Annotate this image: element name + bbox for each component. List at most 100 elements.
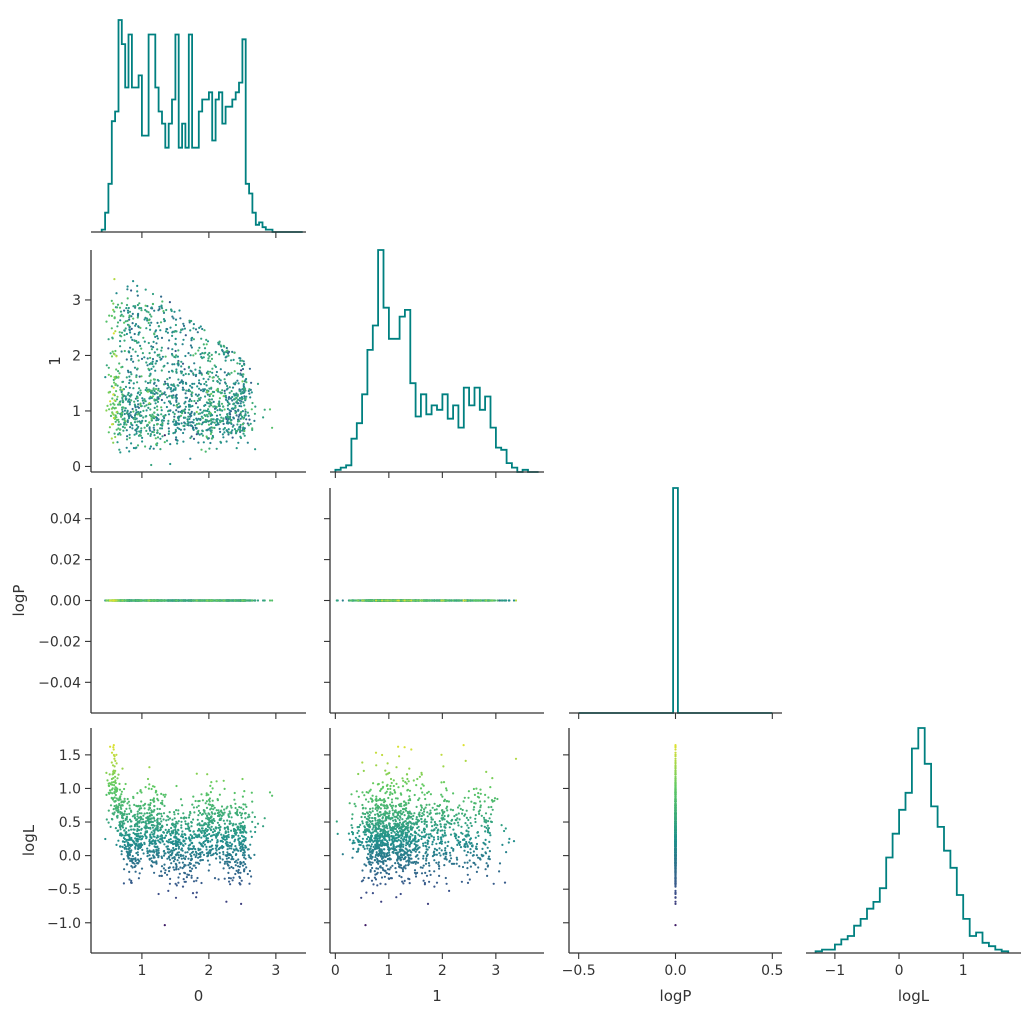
- scatter-point: [156, 337, 159, 340]
- scatter-point: [182, 854, 185, 857]
- scatter-point: [189, 847, 192, 851]
- scatter-point: [185, 389, 188, 392]
- scatter-point: [174, 337, 177, 340]
- scatter-point: [168, 301, 171, 304]
- scatter-point: [224, 359, 227, 362]
- scatter-point: [135, 417, 138, 420]
- scatter-point: [156, 392, 159, 395]
- scatter-point: [173, 423, 176, 426]
- scatter-point: [157, 892, 160, 896]
- scatter-point: [166, 396, 169, 399]
- scatter-point: [228, 396, 231, 399]
- scatter-point: [187, 352, 190, 355]
- scatter-point: [232, 382, 235, 385]
- scatter-point: [129, 371, 132, 374]
- scatter-point: [194, 850, 197, 854]
- scatter-point: [188, 321, 191, 324]
- scatter-point: [126, 409, 129, 412]
- scatter-point: [174, 882, 177, 885]
- scatter-point: [219, 430, 222, 433]
- scatter-point: [207, 851, 210, 854]
- scatter-point: [235, 869, 238, 872]
- scatter-point: [175, 423, 178, 426]
- scatter-point: [132, 410, 135, 413]
- scatter-point: [205, 401, 208, 404]
- scatter-point: [206, 599, 209, 602]
- scatter-point: [152, 346, 155, 349]
- scatter-point: [230, 371, 233, 374]
- scatter-point: [137, 877, 140, 880]
- scatter-point: [145, 409, 148, 412]
- scatter-point: [185, 382, 188, 385]
- scatter-point: [254, 448, 257, 451]
- scatter-point: [174, 396, 177, 399]
- scatter-point: [181, 382, 184, 385]
- scatter-point: [160, 398, 163, 402]
- scatter-point: [248, 388, 251, 391]
- scatter-point: [462, 599, 465, 602]
- scatter-point: [211, 847, 214, 851]
- scatter-point: [151, 599, 155, 602]
- scatter-point: [131, 312, 134, 315]
- scatter-point: [134, 857, 137, 860]
- scatter-point: [147, 321, 150, 325]
- scatter-point: [193, 853, 196, 856]
- scatter-point: [120, 390, 123, 394]
- scatter-point: [205, 845, 208, 849]
- scatter-point: [244, 863, 247, 866]
- scatter-point: [112, 413, 115, 416]
- scatter-point: [192, 880, 196, 883]
- scatter-point: [198, 369, 201, 372]
- scatter-point: [148, 426, 151, 429]
- scatter-point: [247, 389, 250, 393]
- scatter-point: [210, 418, 213, 421]
- scatter-point: [188, 408, 191, 411]
- scatter-point: [177, 416, 180, 419]
- scatter-point: [121, 425, 125, 428]
- scatter-point: [124, 407, 127, 410]
- scatter-point: [153, 434, 156, 437]
- scatter-point: [222, 850, 225, 854]
- scatter-point: [139, 389, 142, 392]
- scatter-point: [228, 847, 231, 850]
- scatter-point: [149, 434, 152, 437]
- scatter-point: [126, 319, 129, 322]
- scatter-point: [121, 393, 124, 396]
- scatter-point: [149, 362, 152, 365]
- scatter-point: [148, 421, 151, 424]
- scatter-point: [246, 422, 249, 425]
- scatter-point: [218, 397, 221, 400]
- scatter-point: [155, 419, 158, 422]
- scatter-point: [124, 599, 127, 602]
- scatter-point: [130, 879, 133, 883]
- scatter-point: [195, 422, 198, 426]
- scatter-point: [144, 288, 147, 291]
- scatter-point: [153, 309, 156, 312]
- scatter-point: [112, 302, 115, 305]
- scatter-point: [196, 385, 199, 388]
- scatter-point: [245, 395, 248, 398]
- scatter-point: [121, 408, 124, 411]
- scatter-point: [225, 857, 228, 860]
- scatter-point: [162, 867, 165, 870]
- scatter-point: [223, 431, 226, 434]
- scatter-point: [182, 324, 186, 327]
- scatter-point: [111, 397, 114, 400]
- scatter-point: [181, 380, 185, 383]
- scatter-point: [196, 399, 199, 402]
- scatter-point: [226, 862, 229, 865]
- scatter-point: [191, 336, 194, 339]
- scatter-point: [141, 848, 144, 852]
- scatter-point: [221, 389, 224, 392]
- scatter-point: [215, 447, 218, 450]
- scatter-point: [228, 867, 231, 870]
- scatter-point: [178, 872, 181, 875]
- scatter-point: [253, 419, 256, 422]
- scatter-point: [126, 369, 130, 372]
- scatter-point: [136, 396, 139, 400]
- scatter-point: [231, 350, 234, 353]
- scatter-point: [238, 357, 241, 360]
- scatter-point: [112, 441, 115, 444]
- scatter-point: [189, 384, 192, 387]
- scatter-point: [114, 414, 117, 417]
